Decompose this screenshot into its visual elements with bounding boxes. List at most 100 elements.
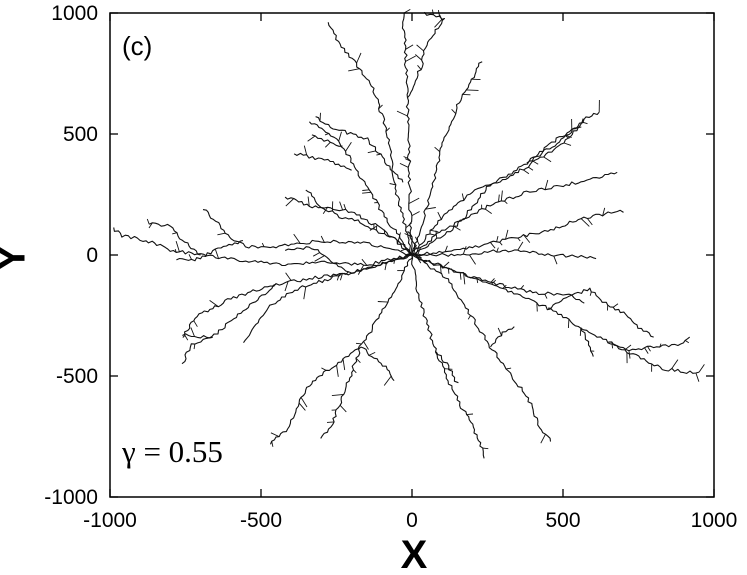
twig-24-11 [695, 372, 700, 382]
y-tick-label: 0 [86, 244, 98, 267]
twig-34-2 [496, 247, 499, 253]
twig-29-9 [580, 218, 590, 227]
twig-0-2 [385, 127, 391, 132]
x-tick-labels: -1000 -500 0 500 1000 [83, 509, 737, 532]
twig-12-3 [284, 281, 289, 292]
twig-10-0 [314, 255, 325, 262]
twig-19-1 [383, 375, 392, 386]
twig-22-1 [505, 367, 512, 370]
twig-12-6 [184, 335, 189, 341]
twig-4-2 [362, 189, 370, 191]
twig-11-0 [188, 254, 192, 260]
twig-28-4 [490, 278, 495, 283]
twig-1-0 [404, 233, 413, 238]
twig-2-6 [431, 9, 434, 15]
twig-29-10 [587, 218, 593, 226]
twig-25-0 [611, 341, 614, 349]
gamma-annotation: γ = 0.55 [121, 434, 223, 469]
branch-33 [411, 126, 582, 256]
twig-29-8 [523, 234, 531, 243]
twig-17-9 [270, 432, 280, 438]
twig-8-6 [307, 196, 310, 207]
twig-18-0 [355, 357, 361, 364]
twig-17-4 [342, 358, 346, 371]
branch-11 [176, 239, 244, 262]
y-axis-title: Y [0, 244, 34, 271]
twig-23-0 [497, 327, 503, 336]
twig-34-0 [462, 246, 467, 255]
twig-1-2 [408, 197, 420, 204]
twig-15-2 [214, 249, 220, 259]
twig-33-4 [461, 193, 465, 201]
cluster-branches [113, 9, 705, 459]
twig-5-0 [303, 145, 308, 155]
twig-20-1 [466, 413, 474, 416]
twig-24-10 [671, 359, 679, 369]
y-tick-labels: 1000 500 0 -500 -1000 [44, 2, 98, 509]
twig-31-2 [453, 225, 461, 231]
twig-0-5 [356, 52, 362, 64]
branch-3 [411, 61, 483, 256]
twig-29-2 [444, 245, 448, 252]
twig-8-0 [400, 248, 406, 252]
branch-31 [411, 111, 600, 256]
twig-1-5 [403, 156, 408, 159]
twig-25-1 [628, 350, 631, 359]
y-tick-label: 500 [63, 123, 98, 146]
branch-18 [320, 346, 362, 439]
branch-9 [202, 209, 413, 256]
twig-0-4 [348, 68, 360, 72]
x-tick-label: -1000 [83, 509, 137, 532]
branch-23 [490, 326, 515, 348]
branch-30 [411, 171, 618, 256]
branch-20 [411, 254, 485, 459]
twig-8-4 [339, 201, 344, 211]
twig-12-5 [193, 320, 198, 327]
twig-18-3 [339, 404, 347, 413]
twig-33-0 [414, 236, 420, 246]
twig-17-3 [355, 342, 362, 345]
twig-35-0 [393, 260, 396, 264]
x-tick-label: 500 [545, 509, 580, 532]
x-axis-title: X [401, 533, 428, 575]
twig-15-0 [361, 258, 368, 266]
twig-12-1 [336, 273, 340, 281]
branch-5 [293, 152, 352, 171]
twig-17-1 [377, 301, 389, 303]
twig-33-2 [430, 229, 439, 233]
twig-29-4 [496, 235, 499, 242]
twig-25-4 [659, 343, 662, 348]
twig-9-1 [293, 233, 301, 244]
branch-7 [315, 116, 404, 183]
twig-28-1 [442, 261, 450, 269]
twig-28-6 [544, 294, 548, 299]
twig-33-8 [563, 142, 572, 146]
twig-17-7 [300, 397, 308, 408]
twig-26-2 [612, 303, 619, 308]
twig-20-2 [482, 447, 489, 450]
twig-24-0 [459, 272, 462, 280]
twig-29-5 [499, 242, 503, 246]
twig-1-6 [396, 110, 408, 117]
twig-16-0 [172, 232, 178, 235]
branch-26 [547, 287, 654, 338]
twig-29-7 [517, 237, 521, 242]
twig-24-1 [463, 272, 466, 285]
branch-13 [181, 283, 277, 365]
twig-25-3 [647, 346, 651, 352]
twig-8-7 [285, 198, 295, 207]
twig-1-4 [404, 158, 411, 162]
twig-6-0 [324, 141, 331, 148]
twig-37-0 [413, 247, 418, 249]
branch-2 [407, 11, 446, 99]
twig-0-1 [389, 183, 396, 186]
twig-22-2 [540, 433, 546, 444]
twig-7-1 [367, 150, 376, 154]
branch-35 [243, 254, 413, 344]
twig-34-4 [553, 255, 558, 265]
twig-3-2 [451, 108, 457, 115]
branch-25 [608, 336, 691, 352]
branch-12 [182, 254, 413, 338]
twig-25-5 [684, 340, 690, 344]
